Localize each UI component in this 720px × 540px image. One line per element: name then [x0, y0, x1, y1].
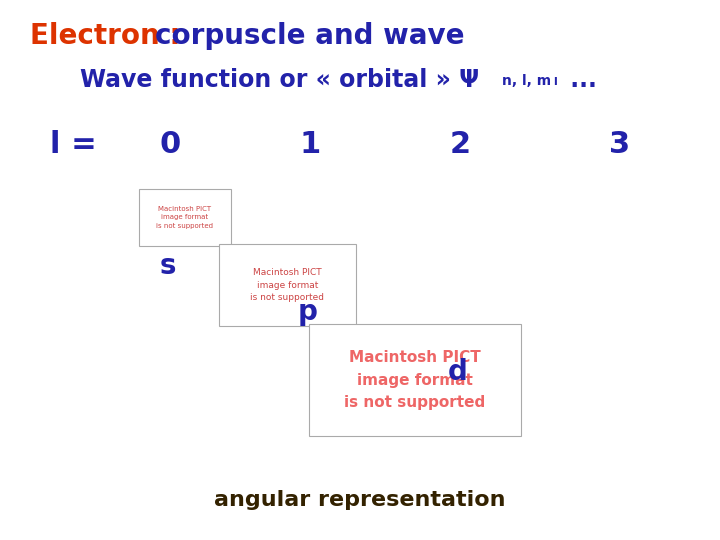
Text: n, l, m: n, l, m: [502, 74, 551, 88]
Text: Wave function or « orbital » Ψ: Wave function or « orbital » Ψ: [80, 68, 479, 92]
Text: corpuscle and wave: corpuscle and wave: [155, 22, 464, 50]
Text: l: l: [553, 77, 557, 87]
Text: ...: ...: [562, 68, 597, 92]
Text: Macintosh PICT
image format
is not supported: Macintosh PICT image format is not suppo…: [156, 206, 214, 229]
FancyBboxPatch shape: [219, 244, 356, 326]
Text: Electron :: Electron :: [30, 22, 190, 50]
Text: 0: 0: [159, 130, 181, 159]
Text: l =: l =: [50, 130, 96, 159]
Text: 1: 1: [300, 130, 320, 159]
Text: s: s: [160, 252, 176, 280]
Text: d: d: [448, 358, 468, 386]
FancyBboxPatch shape: [309, 324, 521, 436]
Text: Macintosh PICT
image format
is not supported: Macintosh PICT image format is not suppo…: [251, 268, 325, 302]
Text: Macintosh PICT
image format
is not supported: Macintosh PICT image format is not suppo…: [344, 350, 485, 410]
Text: 3: 3: [609, 130, 631, 159]
FancyBboxPatch shape: [139, 189, 231, 246]
Text: 2: 2: [449, 130, 471, 159]
Text: p: p: [298, 298, 318, 326]
Text: angular representation: angular representation: [215, 490, 505, 510]
